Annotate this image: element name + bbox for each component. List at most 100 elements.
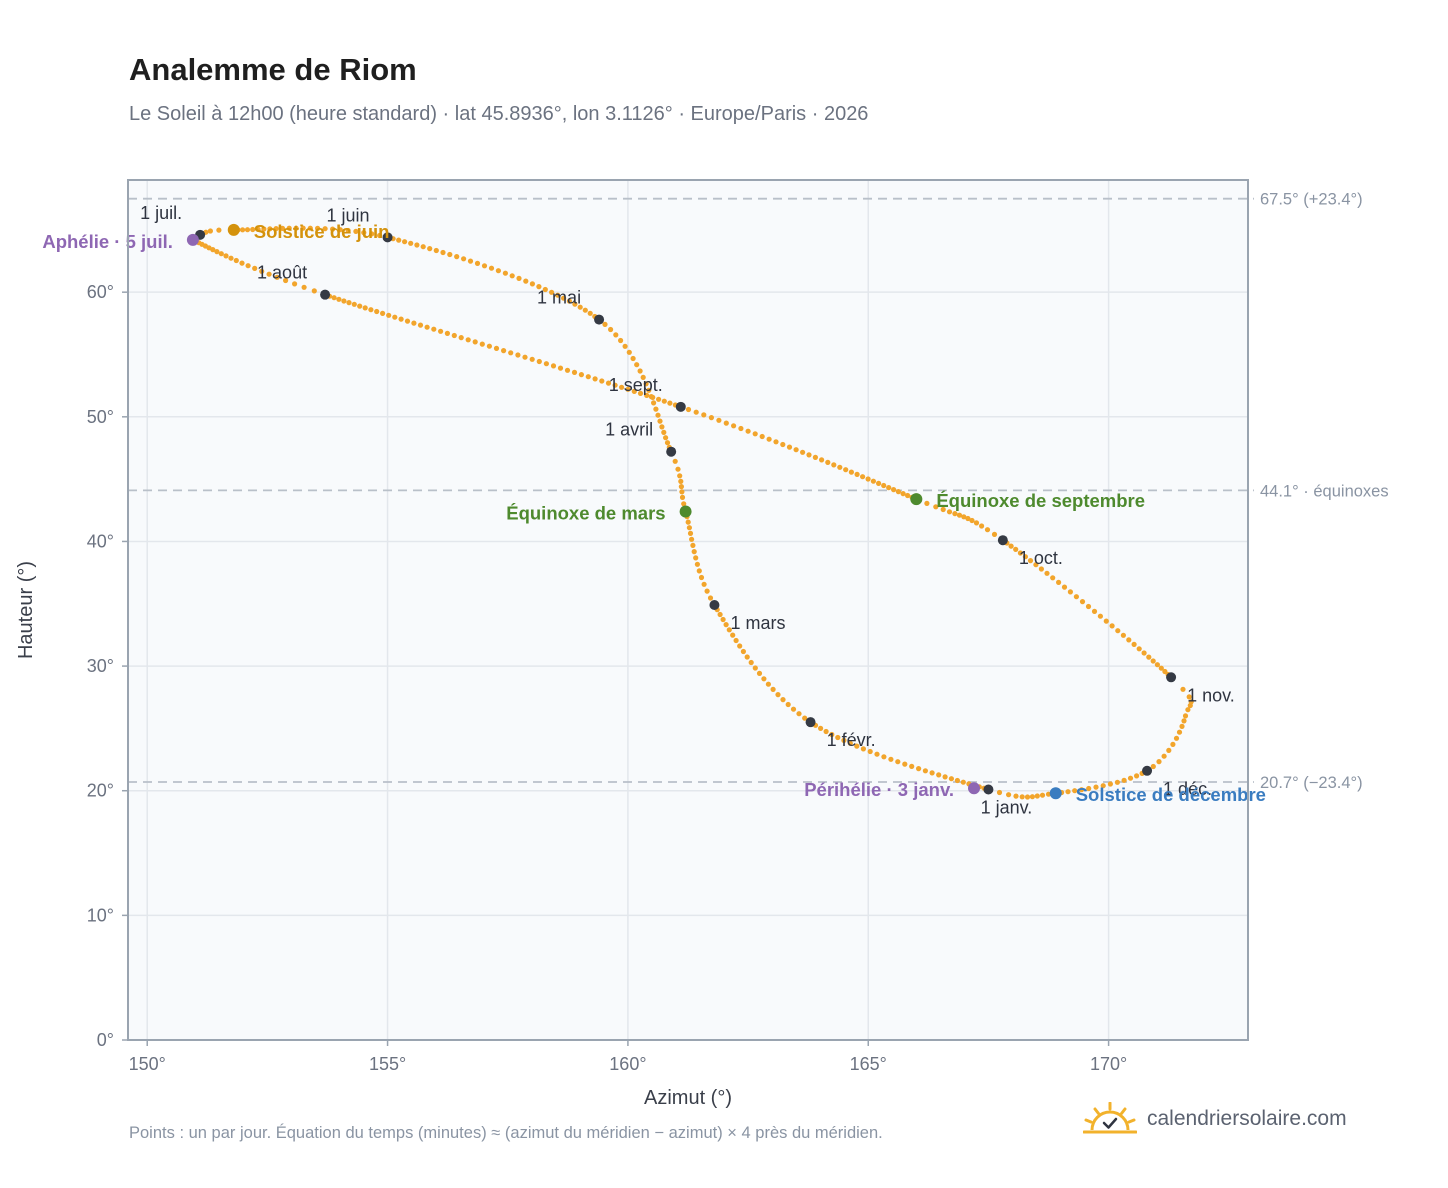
- day-point: [392, 314, 398, 320]
- month-label: 1 nov.: [1187, 685, 1235, 705]
- day-point: [657, 418, 663, 424]
- day-point: [663, 435, 669, 441]
- reference-line-label: 44.1° · équinoxes: [1260, 482, 1389, 500]
- day-point: [854, 471, 860, 477]
- month-point: [1142, 765, 1153, 776]
- day-point: [1024, 794, 1031, 800]
- day-point: [420, 244, 426, 250]
- day-point: [361, 230, 367, 236]
- day-point: [1127, 775, 1134, 781]
- day-point: [529, 281, 536, 287]
- day-point: [969, 517, 975, 524]
- day-point: [1136, 646, 1142, 652]
- day-point: [536, 358, 542, 365]
- day-point: [761, 676, 767, 682]
- day-point: [916, 766, 922, 772]
- special-point-label: Solstice de décembre: [1076, 784, 1266, 805]
- day-point: [895, 489, 902, 495]
- day-point: [1017, 550, 1024, 556]
- day-point: [1180, 686, 1186, 692]
- day-point: [618, 337, 624, 344]
- day-point: [1170, 741, 1176, 748]
- day-point: [267, 226, 273, 232]
- day-point: [835, 734, 841, 741]
- day-point: [493, 345, 500, 351]
- day-point: [780, 441, 786, 448]
- day-point: [837, 464, 843, 470]
- day-point: [796, 711, 802, 717]
- day-point: [730, 632, 736, 638]
- day-point: [1141, 650, 1147, 656]
- day-point: [696, 568, 702, 574]
- month-label: 1 août: [257, 263, 307, 283]
- day-point: [1126, 637, 1132, 643]
- month-label: 1 mars: [730, 613, 785, 633]
- day-point: [1185, 707, 1191, 713]
- day-point: [723, 420, 729, 426]
- day-point: [433, 247, 439, 254]
- special-point: [227, 223, 240, 236]
- day-point: [726, 627, 732, 633]
- day-point: [973, 520, 980, 526]
- day-point: [1061, 584, 1068, 590]
- special-point: [679, 505, 692, 518]
- day-point: [283, 277, 289, 284]
- day-point: [345, 227, 351, 234]
- day-point: [311, 288, 317, 294]
- day-point: [891, 487, 897, 493]
- day-point: [330, 226, 336, 232]
- day-point: [961, 514, 967, 520]
- day-point: [922, 768, 929, 774]
- day-point: [1100, 783, 1106, 789]
- day-point: [854, 743, 860, 749]
- day-point: [1013, 793, 1019, 799]
- day-point: [549, 289, 555, 295]
- day-point: [756, 670, 763, 677]
- brand[interactable]: calendriersolaire.com: [1083, 1102, 1347, 1136]
- day-point: [991, 531, 998, 538]
- day-point: [874, 751, 880, 757]
- day-point: [940, 506, 946, 513]
- day-point: [686, 525, 693, 531]
- day-point: [954, 777, 961, 784]
- day-point: [228, 255, 234, 261]
- reference-line-label: 20.7° (−23.4°): [1260, 774, 1363, 792]
- day-point: [775, 692, 781, 698]
- day-point: [946, 509, 953, 515]
- special-point: [186, 233, 199, 246]
- day-point: [233, 257, 239, 264]
- day-point: [929, 770, 935, 776]
- day-point: [1065, 789, 1071, 795]
- month-point: [1166, 672, 1177, 683]
- month-point: [983, 784, 994, 795]
- day-point: [1115, 628, 1121, 634]
- day-point: [984, 527, 991, 533]
- day-point: [1120, 632, 1126, 638]
- day-point: [708, 415, 715, 421]
- plot-frame: [127, 179, 1249, 1041]
- day-point: [1073, 594, 1079, 600]
- day-point: [612, 382, 618, 388]
- day-point: [1156, 759, 1162, 765]
- day-point: [465, 337, 471, 343]
- day-point: [881, 482, 887, 489]
- day-point: [979, 523, 985, 529]
- day-point: [486, 343, 492, 349]
- day-point: [1121, 777, 1127, 783]
- day-point: [675, 466, 681, 472]
- day-point: [467, 258, 474, 264]
- day-point: [214, 249, 220, 255]
- day-point: [1186, 694, 1192, 700]
- day-point: [502, 270, 508, 276]
- month-point: [382, 232, 393, 243]
- day-point: [737, 643, 743, 649]
- day-point: [823, 728, 829, 735]
- day-point: [806, 452, 812, 458]
- day-point: [602, 321, 608, 327]
- brand-name[interactable]: calendriersolaire.com: [1147, 1107, 1347, 1130]
- day-point: [454, 254, 460, 260]
- day-point: [336, 296, 342, 302]
- day-point: [1103, 618, 1109, 624]
- day-point: [870, 478, 877, 484]
- day-point: [550, 363, 557, 369]
